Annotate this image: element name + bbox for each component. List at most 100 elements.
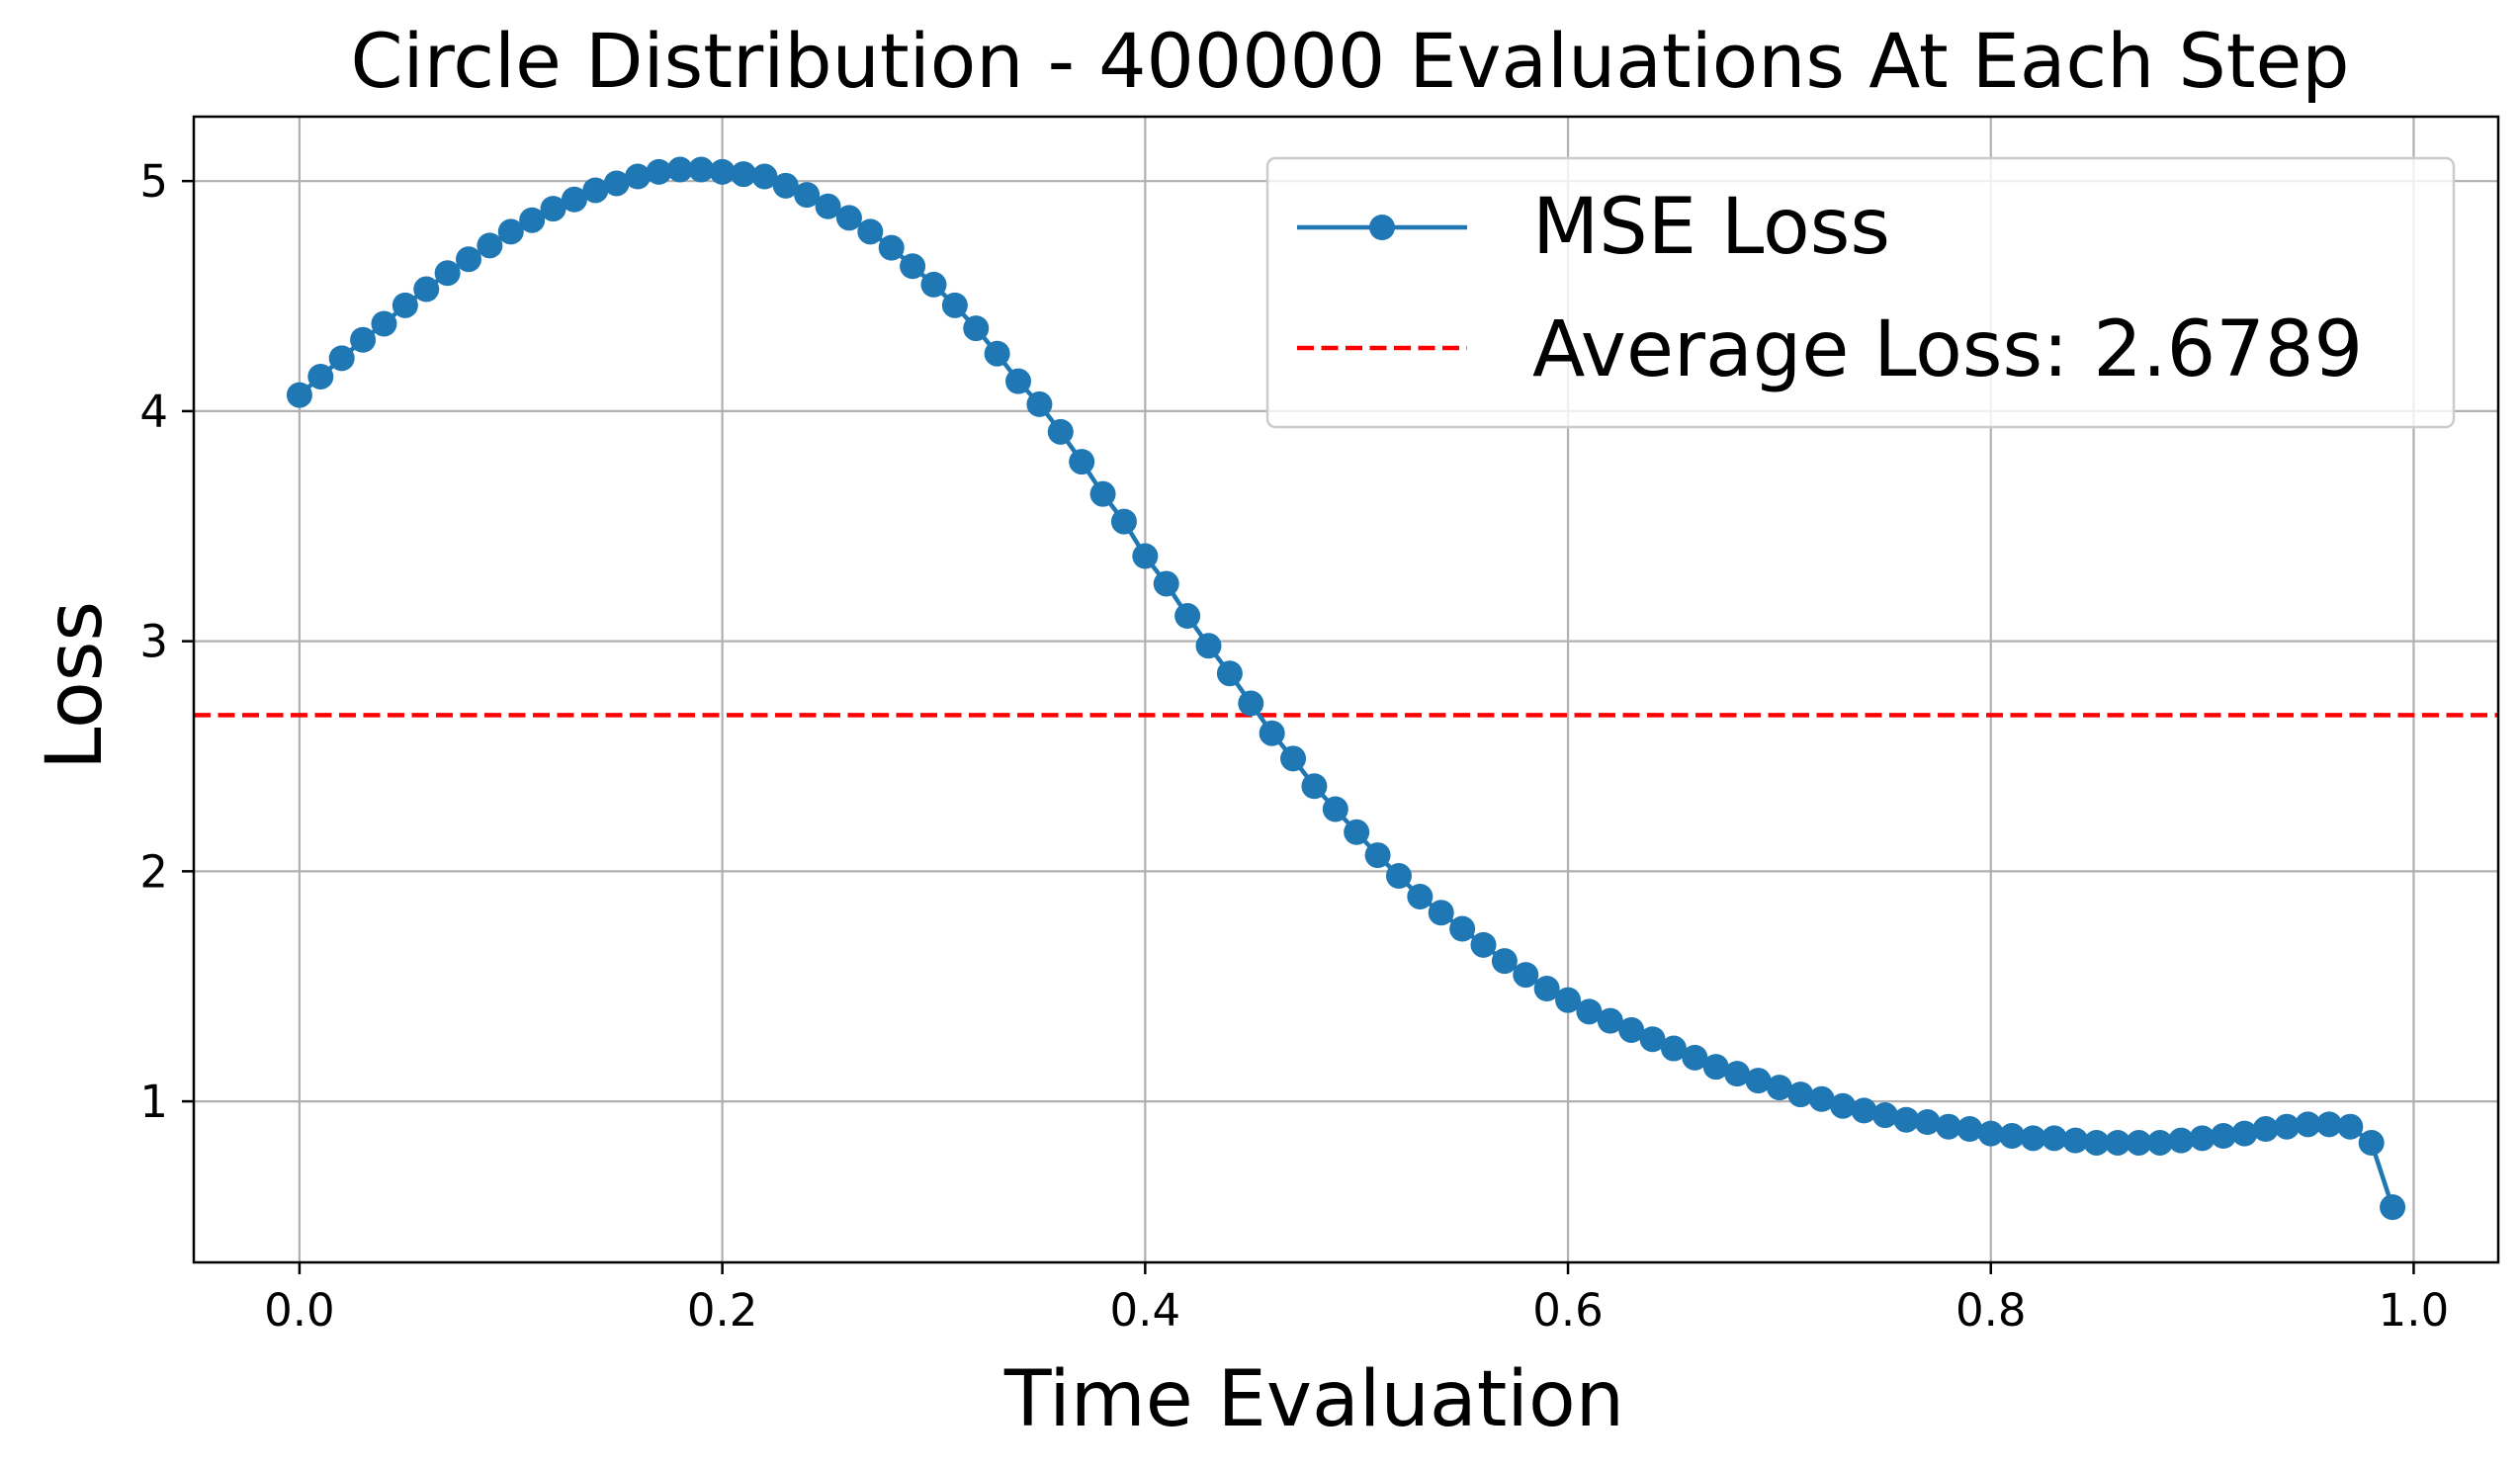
data-point bbox=[1089, 480, 1116, 507]
data-point bbox=[2274, 1113, 2301, 1140]
legend-label-mse-loss: MSE Loss bbox=[1532, 183, 1890, 272]
data-point bbox=[920, 271, 947, 298]
legend-label-average-loss: Average Loss: 2.6789 bbox=[1532, 305, 2363, 394]
data-point bbox=[1110, 508, 1137, 535]
data-point bbox=[688, 156, 715, 183]
data-point bbox=[434, 260, 461, 287]
data-point bbox=[1364, 842, 1391, 869]
y-tick-label: 5 bbox=[139, 155, 168, 208]
y-tick-label: 1 bbox=[139, 1076, 168, 1128]
data-point bbox=[1132, 543, 1159, 569]
data-point bbox=[1639, 1026, 1666, 1053]
x-axis-title: Time Evaluation bbox=[1003, 1355, 1624, 1444]
data-point bbox=[2062, 1127, 2089, 1154]
x-tick-label: 0.0 bbox=[264, 1284, 335, 1337]
data-point bbox=[350, 326, 377, 353]
y-axis-title: Loss bbox=[31, 601, 120, 770]
data-point bbox=[1766, 1075, 1792, 1101]
data-point bbox=[2105, 1129, 2131, 1156]
data-point bbox=[1407, 883, 1434, 909]
data-point bbox=[815, 193, 841, 219]
x-tick-label: 0.8 bbox=[1955, 1284, 2027, 1337]
y-tick-label: 3 bbox=[139, 616, 168, 668]
data-point bbox=[1745, 1068, 1772, 1094]
data-point bbox=[1618, 1016, 1645, 1043]
data-point bbox=[1513, 962, 1539, 989]
data-point bbox=[1914, 1109, 1941, 1136]
y-tick-label: 4 bbox=[139, 386, 168, 438]
data-point bbox=[477, 232, 503, 259]
data-point bbox=[857, 218, 884, 245]
data-point bbox=[1491, 948, 1518, 975]
plot-frame bbox=[192, 115, 2500, 1264]
data-point bbox=[1153, 570, 1179, 597]
y-tick-label: 2 bbox=[139, 845, 168, 898]
data-point bbox=[2146, 1129, 2173, 1156]
data-point bbox=[709, 158, 736, 185]
data-point bbox=[1174, 603, 1201, 630]
data-point bbox=[1322, 796, 1348, 822]
data-point bbox=[371, 310, 397, 337]
data-point bbox=[1047, 418, 1074, 445]
data-point bbox=[1259, 720, 1285, 746]
data-point bbox=[307, 363, 334, 389]
x-tick-label: 0.4 bbox=[1110, 1284, 1181, 1337]
x-tick-label: 0.2 bbox=[687, 1284, 758, 1337]
data-point bbox=[1301, 773, 1328, 800]
data-point bbox=[794, 182, 821, 209]
data-point bbox=[625, 163, 652, 190]
data-point bbox=[1555, 987, 1582, 1013]
data-point bbox=[1344, 819, 1370, 845]
tick-labels: 0.0 0.2 0.4 0.6 0.8 1.0 1 2 3 4 5 bbox=[139, 155, 2449, 1337]
data-point bbox=[900, 253, 926, 280]
data-point bbox=[2358, 1129, 2385, 1156]
data-point bbox=[1787, 1081, 1814, 1108]
data-point bbox=[456, 246, 482, 273]
data-point bbox=[1449, 915, 1476, 942]
data-point bbox=[582, 177, 609, 204]
data-point bbox=[1724, 1061, 1751, 1087]
data-point bbox=[1956, 1116, 1983, 1143]
data-point bbox=[1977, 1120, 2004, 1147]
x-tick-label: 1.0 bbox=[2379, 1284, 2450, 1337]
data-point bbox=[1026, 390, 1053, 417]
data-point bbox=[1597, 1007, 1623, 1034]
data-point bbox=[2295, 1111, 2321, 1138]
data-point bbox=[1533, 976, 1560, 1002]
data-point bbox=[497, 218, 524, 245]
data-point bbox=[2083, 1129, 2110, 1156]
data-point bbox=[666, 156, 693, 183]
legend: MSE Loss Average Loss: 2.6789 bbox=[1265, 156, 2456, 429]
data-point bbox=[2231, 1120, 2258, 1147]
data-point bbox=[1893, 1106, 1920, 1133]
data-point bbox=[1999, 1122, 2026, 1149]
data-point bbox=[2252, 1116, 2279, 1143]
data-point bbox=[2315, 1111, 2342, 1138]
data-point bbox=[751, 163, 778, 190]
data-point bbox=[1682, 1044, 1708, 1071]
data-point bbox=[1830, 1092, 1857, 1119]
data-point bbox=[1702, 1054, 1729, 1081]
data-point bbox=[963, 315, 990, 342]
data-point bbox=[1238, 690, 1264, 717]
legend-marker-mse-loss bbox=[1369, 215, 1395, 240]
data-point bbox=[1935, 1113, 1961, 1140]
data-point bbox=[878, 234, 905, 261]
data-point bbox=[603, 170, 630, 197]
data-point bbox=[328, 345, 355, 372]
data-point bbox=[413, 276, 440, 303]
data-point bbox=[984, 340, 1010, 367]
data-point bbox=[1069, 449, 1095, 476]
data-point bbox=[2189, 1125, 2216, 1152]
data-point bbox=[1428, 900, 1454, 926]
data-point bbox=[1280, 745, 1307, 772]
tick-marks bbox=[182, 179, 2415, 1274]
data-point bbox=[772, 172, 799, 199]
data-point bbox=[519, 207, 546, 233]
data-point bbox=[1660, 1035, 1687, 1062]
data-point bbox=[540, 196, 566, 222]
data-point bbox=[391, 292, 418, 318]
data-point bbox=[561, 186, 587, 213]
